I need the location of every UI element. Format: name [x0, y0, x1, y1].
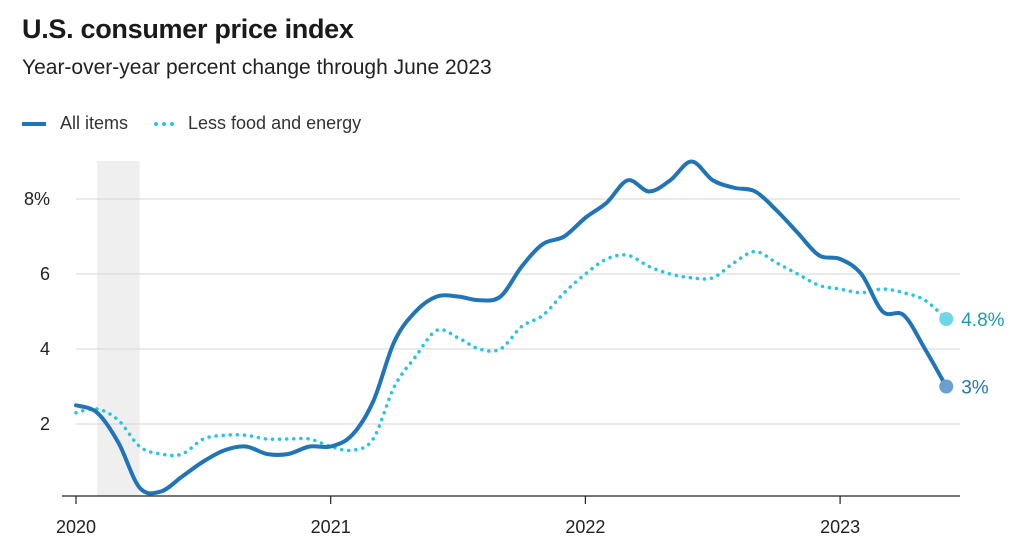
x-tick-label: 2021 — [311, 517, 351, 537]
chart-subtitle: Year-over-year percent change through Ju… — [22, 56, 492, 79]
y-tick-label: 8% — [24, 189, 50, 209]
legend: All items Less food and energy — [22, 113, 387, 134]
legend-swatch-dotted — [154, 121, 175, 126]
series-line-all-items — [74, 159, 949, 496]
legend-label: All items — [60, 113, 129, 133]
series-end-marker — [939, 379, 954, 394]
chart-title: U.S. consumer price index — [22, 14, 354, 44]
x-tick-label: 2020 — [56, 517, 96, 537]
series-end-label: 3% — [961, 378, 989, 399]
y-tick-label: 2 — [40, 414, 50, 434]
legend-label: Less food and energy — [188, 113, 362, 133]
series-line-core — [74, 249, 948, 458]
series-end-marker — [939, 312, 954, 326]
y-tick-label: 4 — [40, 339, 50, 359]
legend-swatch-solid — [22, 121, 46, 126]
legend-item-core: Less food and energy — [154, 113, 361, 134]
x-tick-label: 2022 — [565, 517, 605, 537]
series-end-label: 4.8% — [961, 310, 1004, 331]
x-tick-label: 2023 — [820, 517, 860, 537]
legend-item-all-items: All items — [22, 113, 128, 134]
y-tick-label: 6 — [40, 264, 50, 284]
